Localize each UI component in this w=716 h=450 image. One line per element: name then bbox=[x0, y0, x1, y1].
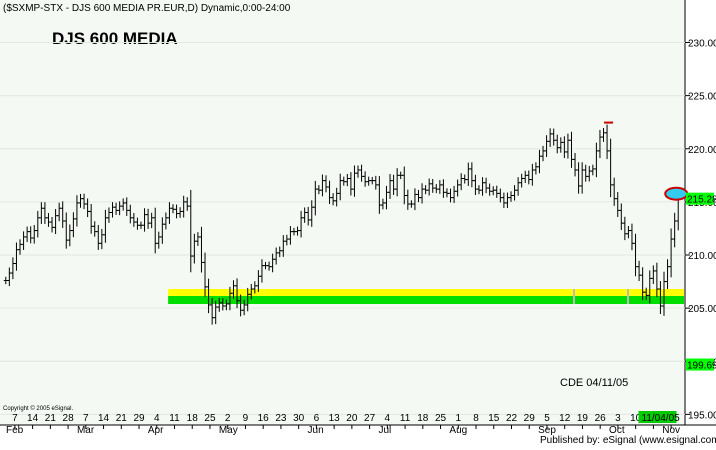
x-day-label: 28 bbox=[63, 413, 75, 424]
x-day-label: 18 bbox=[417, 413, 429, 424]
x-day-label: 14 bbox=[98, 413, 110, 424]
support-price-label: 199.69 bbox=[687, 361, 716, 372]
x-day-label: 8 bbox=[473, 413, 479, 424]
support-band-yellow bbox=[168, 289, 684, 296]
published-by-text: Published by: eSignal (www.esignal.com) bbox=[540, 435, 716, 446]
y-tick-label: 225.00 bbox=[688, 92, 716, 103]
copyright-text: Copyright © 2005 eSignal. bbox=[3, 405, 73, 412]
x-day-label: 25 bbox=[204, 413, 216, 424]
x-day-label: 29 bbox=[524, 413, 536, 424]
x-day-label: 4 bbox=[154, 413, 160, 424]
x-day-label: 11 bbox=[400, 413, 411, 424]
x-day-label: 9 bbox=[243, 413, 249, 424]
date-badge-text: 11/04/05 bbox=[642, 413, 681, 424]
support-band-green bbox=[168, 296, 684, 304]
x-day-label: 25 bbox=[435, 413, 447, 424]
price-bars bbox=[3, 124, 681, 325]
x-day-label: 30 bbox=[293, 413, 305, 424]
y-tick-label: 205.00 bbox=[688, 304, 716, 315]
x-day-label: 19 bbox=[577, 413, 589, 424]
x-day-label: 4 bbox=[385, 413, 391, 424]
support-price-box bbox=[686, 358, 714, 371]
x-month-label: Jun bbox=[308, 425, 324, 436]
y-tick-label: 195.00 bbox=[688, 410, 716, 421]
annotation-marks bbox=[604, 121, 689, 201]
x-month-label: Sep bbox=[538, 425, 556, 436]
x-day-label: 16 bbox=[258, 413, 270, 424]
y-axis: 230.00225.00220.00215.00210.00205.00200.… bbox=[685, 39, 716, 421]
x-month-label: Jul bbox=[378, 425, 391, 436]
x-day-label: 2 bbox=[225, 413, 231, 424]
x-month-label: Mar bbox=[77, 425, 95, 436]
x-day-label: 13 bbox=[329, 413, 341, 424]
x-day-label: 21 bbox=[45, 413, 57, 424]
x-day-label: 26 bbox=[595, 413, 607, 424]
x-day-label: 10 bbox=[630, 413, 642, 424]
last-price-label: 215.28 bbox=[687, 195, 716, 206]
chart-title: DJS 600 MEDIA bbox=[52, 29, 178, 48]
x-month-label: Feb bbox=[6, 425, 24, 436]
x-day-label: 7 bbox=[12, 413, 18, 424]
x-month-label: Aug bbox=[449, 425, 467, 436]
x-day-label: 1 bbox=[456, 413, 462, 424]
x-month-label: Oct bbox=[609, 425, 625, 436]
date-badge-bg bbox=[638, 411, 677, 423]
x-day-label: 11 bbox=[169, 413, 180, 424]
x-month-label: May bbox=[219, 425, 238, 436]
x-axis: 7 14 21 28 7 14 21 29 4 11 18 25 2 9 16 23 30 6 13 20 27 4 11 1… bbox=[6, 411, 680, 436]
last-price-box bbox=[686, 192, 714, 205]
x-day-label: 22 bbox=[506, 413, 518, 424]
x-day-label: 29 bbox=[133, 413, 145, 424]
x-day-label: 14 bbox=[27, 413, 39, 424]
y-tick-label: 210.00 bbox=[688, 251, 716, 262]
x-day-label: 5 bbox=[544, 413, 550, 424]
plot-background bbox=[0, 0, 685, 425]
x-day-label: 23 bbox=[275, 413, 287, 424]
y-tick-label: 220.00 bbox=[688, 145, 716, 156]
x-day-label: 12 bbox=[559, 413, 571, 424]
y-tick-label: 230.00 bbox=[688, 39, 716, 50]
x-day-label: 3 bbox=[615, 413, 621, 424]
x-day-label: 27 bbox=[364, 413, 376, 424]
x-day-label: 15 bbox=[488, 413, 500, 424]
x-month-label: Nov bbox=[662, 425, 680, 436]
annotation-text: CDE 04/11/05 bbox=[560, 377, 628, 389]
x-day-label: 6 bbox=[314, 413, 320, 424]
x-day-label: 18 bbox=[187, 413, 199, 424]
support-band bbox=[168, 289, 684, 304]
chart-header: ($SXMP-STX - DJS 600 MEDIA PR.EUR,D) Dyn… bbox=[3, 3, 291, 14]
last-bar-highlight bbox=[664, 186, 689, 201]
x-day-label: 20 bbox=[346, 413, 358, 424]
x-month-label: Apr bbox=[148, 425, 164, 436]
x-day-label: 7 bbox=[83, 413, 89, 424]
x-day-label: 21 bbox=[116, 413, 128, 424]
grid-layer bbox=[0, 42, 685, 415]
